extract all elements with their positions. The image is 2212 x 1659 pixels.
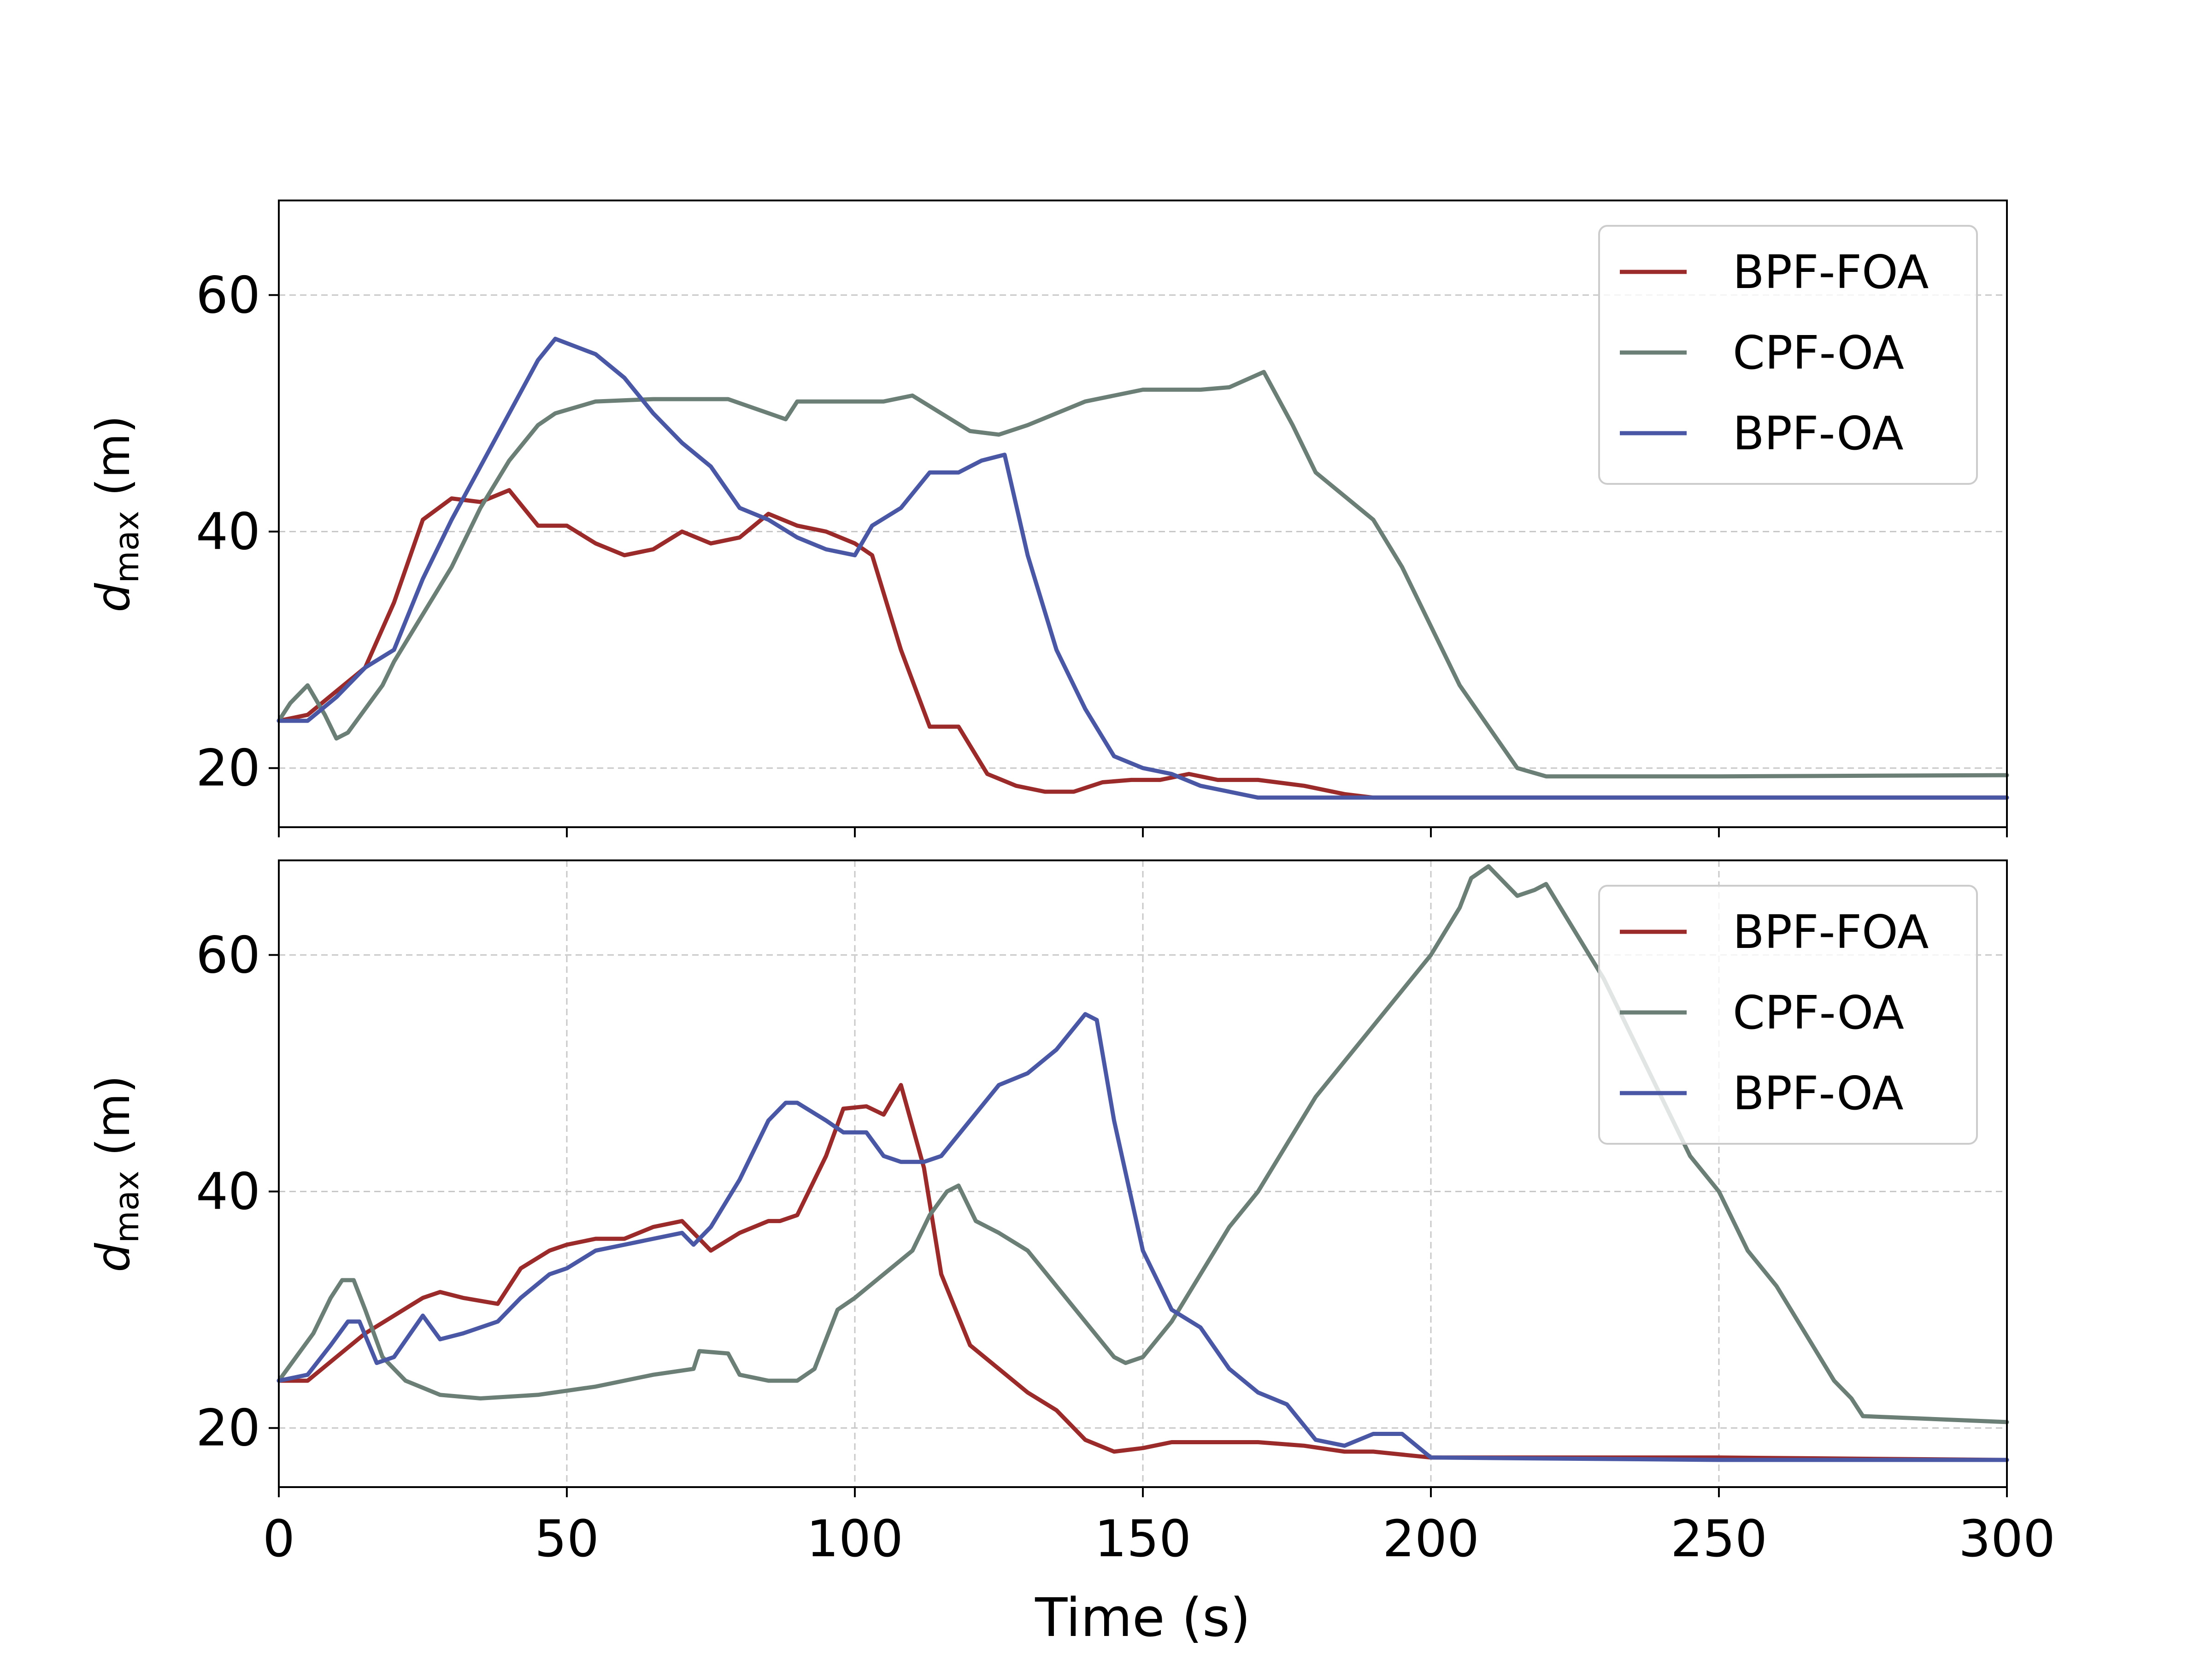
bottom-y-axis-label-sub: max: [107, 1171, 146, 1243]
bottom-x-tick-label: 250: [1671, 1509, 1767, 1568]
bottom-x-ticks: 0 50 100 150 200 250 300: [263, 1487, 2055, 1568]
top-series-line-bpf-oa: [276, 336, 2009, 800]
bottom-legend-label-bpf-oa: BPF-OA: [1733, 1066, 1904, 1120]
top-y-axis-label-unit: (m): [86, 415, 140, 511]
top-y-ticks: 20 40 60: [196, 265, 279, 798]
top-legend-label-cpf-oa: CPF-OA: [1733, 326, 1904, 380]
top-y-axis-label: dmax (m): [86, 415, 146, 612]
top-chart-panel: 20 40 60 dmax (m) BPF-FOA CPF-OA BPF-OA: [86, 200, 2009, 837]
bottom-x-tick-label: 150: [1094, 1509, 1191, 1568]
top-series-line-bpf-foa: [276, 488, 2009, 800]
bottom-legend-box: [1598, 885, 1978, 1145]
bottom-legend: BPF-FOA CPF-OA BPF-OA: [1598, 885, 1978, 1145]
bottom-legend-label-cpf-oa: CPF-OA: [1733, 986, 1904, 1040]
bottom-series-line-bpf-oa: [276, 1012, 2009, 1462]
bottom-y-tick-label: 60: [196, 925, 260, 984]
bottom-x-tick-label: 50: [535, 1509, 599, 1568]
top-y-tick-label: 60: [196, 265, 260, 324]
bottom-x-tick-label: 200: [1382, 1509, 1479, 1568]
bottom-x-tick-label: 0: [263, 1509, 295, 1568]
bottom-y-tick-label: 40: [196, 1162, 260, 1221]
bottom-y-ticks: 20 40 60: [196, 925, 279, 1458]
top-y-axis-label-sub: max: [107, 511, 146, 583]
bottom-y-tick-label: 20: [196, 1399, 260, 1458]
top-y-tick-label: 40: [196, 502, 260, 561]
top-y-tick-label: 20: [196, 739, 260, 798]
top-legend-box: [1598, 225, 1978, 485]
bottom-y-axis-label: dmax (m): [86, 1075, 146, 1272]
x-axis-label: Time (s): [1035, 1587, 1251, 1649]
bottom-series-line-bpf-foa: [276, 1083, 2009, 1462]
top-series-line-cpf-oa: [276, 370, 2009, 779]
bottom-y-axis-label-main: d: [86, 1243, 140, 1272]
top-x-ticks: [278, 827, 2008, 837]
top-y-axis-label-main: d: [86, 583, 140, 612]
bottom-chart-panel: 20 40 60 0 50 100 150 200 250 300 dmax (m) BPF-F…: [86, 859, 2055, 1568]
top-legend-label-bpf-foa: BPF-FOA: [1733, 245, 1929, 299]
bottom-x-tick-label: 100: [806, 1509, 903, 1568]
top-plot-area: [276, 336, 2009, 800]
bottom-legend-label-bpf-foa: BPF-FOA: [1733, 905, 1929, 959]
bottom-y-axis-label-unit: (m): [86, 1075, 140, 1171]
bottom-grid: [279, 860, 2007, 1487]
top-legend: BPF-FOA CPF-OA BPF-OA: [1598, 225, 1978, 485]
top-legend-label-bpf-oa: BPF-OA: [1733, 406, 1904, 460]
bottom-x-tick-label: 300: [1959, 1509, 2055, 1568]
